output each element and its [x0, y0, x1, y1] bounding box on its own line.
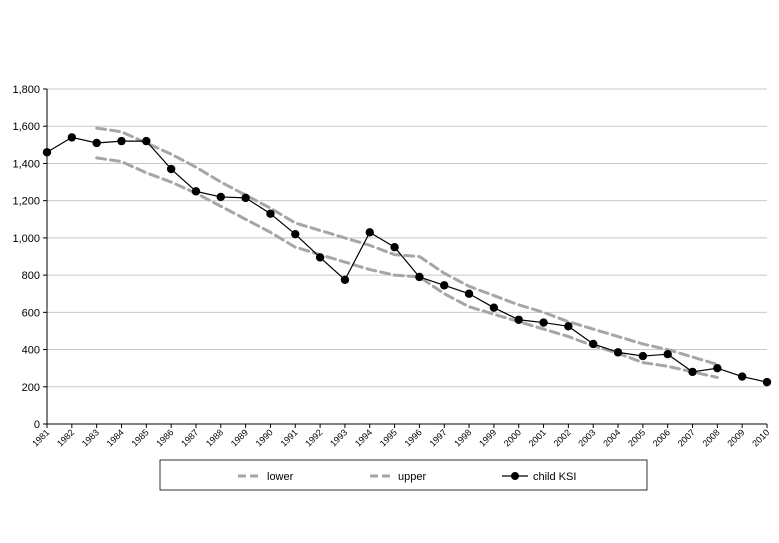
y-tick-label: 0 [34, 419, 40, 431]
axes [46, 89, 767, 425]
legend-label-upper: upper [398, 471, 426, 483]
data-point-child-ksi [688, 367, 697, 377]
data-point-child-ksi [514, 315, 523, 324]
data-point-child-ksi [762, 377, 772, 387]
data-point-child-ksi [613, 348, 623, 357]
data-point-child-ksi [191, 187, 201, 196]
legend-label-child-ksi: child KSI [533, 471, 576, 483]
data-point-child-ksi [92, 138, 101, 148]
y-tick-label: 800 [22, 270, 40, 282]
series-markers [42, 133, 772, 387]
data-point-child-ksi [241, 193, 250, 203]
data-point-child-ksi [42, 148, 52, 157]
y-tick-label: 1,400 [12, 158, 40, 170]
data-point-child-ksi [291, 229, 300, 239]
y-tick-label: 400 [22, 345, 40, 357]
data-point-child-ksi [589, 339, 598, 349]
data-point-child-ksi [117, 136, 126, 146]
data-point-child-ksi [737, 372, 747, 381]
data-point-child-ksi [415, 272, 424, 282]
y-tick-label: 1,600 [12, 121, 40, 133]
data-point-child-ksi [489, 303, 499, 312]
y-axis-ticks: 0 200 400 600 800 1,000 1,200 1,400 1,600 1,800 [12, 84, 47, 431]
y-tick-label: 1,000 [12, 233, 40, 245]
y-tick-label: 1,800 [12, 84, 40, 96]
data-point-child-ksi [365, 228, 374, 237]
data-point-child-ksi [166, 164, 176, 174]
data-point-child-ksi [315, 253, 325, 262]
data-point-child-ksi [638, 351, 648, 361]
data-point-child-ksi [266, 209, 275, 218]
legend: lower upper child KSI [159, 459, 648, 491]
data-point-child-ksi [440, 281, 449, 290]
legend-marker-child-ksi [511, 472, 519, 480]
series-line-lower [95, 156, 719, 379]
data-point-child-ksi [464, 289, 474, 298]
data-point-child-ksi [539, 318, 548, 327]
y-tick-label: 200 [22, 382, 40, 394]
data-point-child-ksi [390, 242, 399, 252]
y-tick-label: 1,200 [12, 196, 40, 208]
data-point-child-ksi [340, 275, 350, 284]
data-point-child-ksi [713, 363, 722, 373]
legend-label-lower: lower [267, 471, 294, 483]
data-point-child-ksi [67, 133, 77, 142]
gridlines [47, 88, 767, 388]
y-tick-label: 600 [22, 307, 40, 319]
data-point-child-ksi [216, 192, 225, 202]
data-point-child-ksi [142, 136, 151, 146]
data-point-child-ksi [564, 322, 573, 331]
data-point-child-ksi [663, 350, 672, 359]
series-line-upper [95, 126, 719, 366]
